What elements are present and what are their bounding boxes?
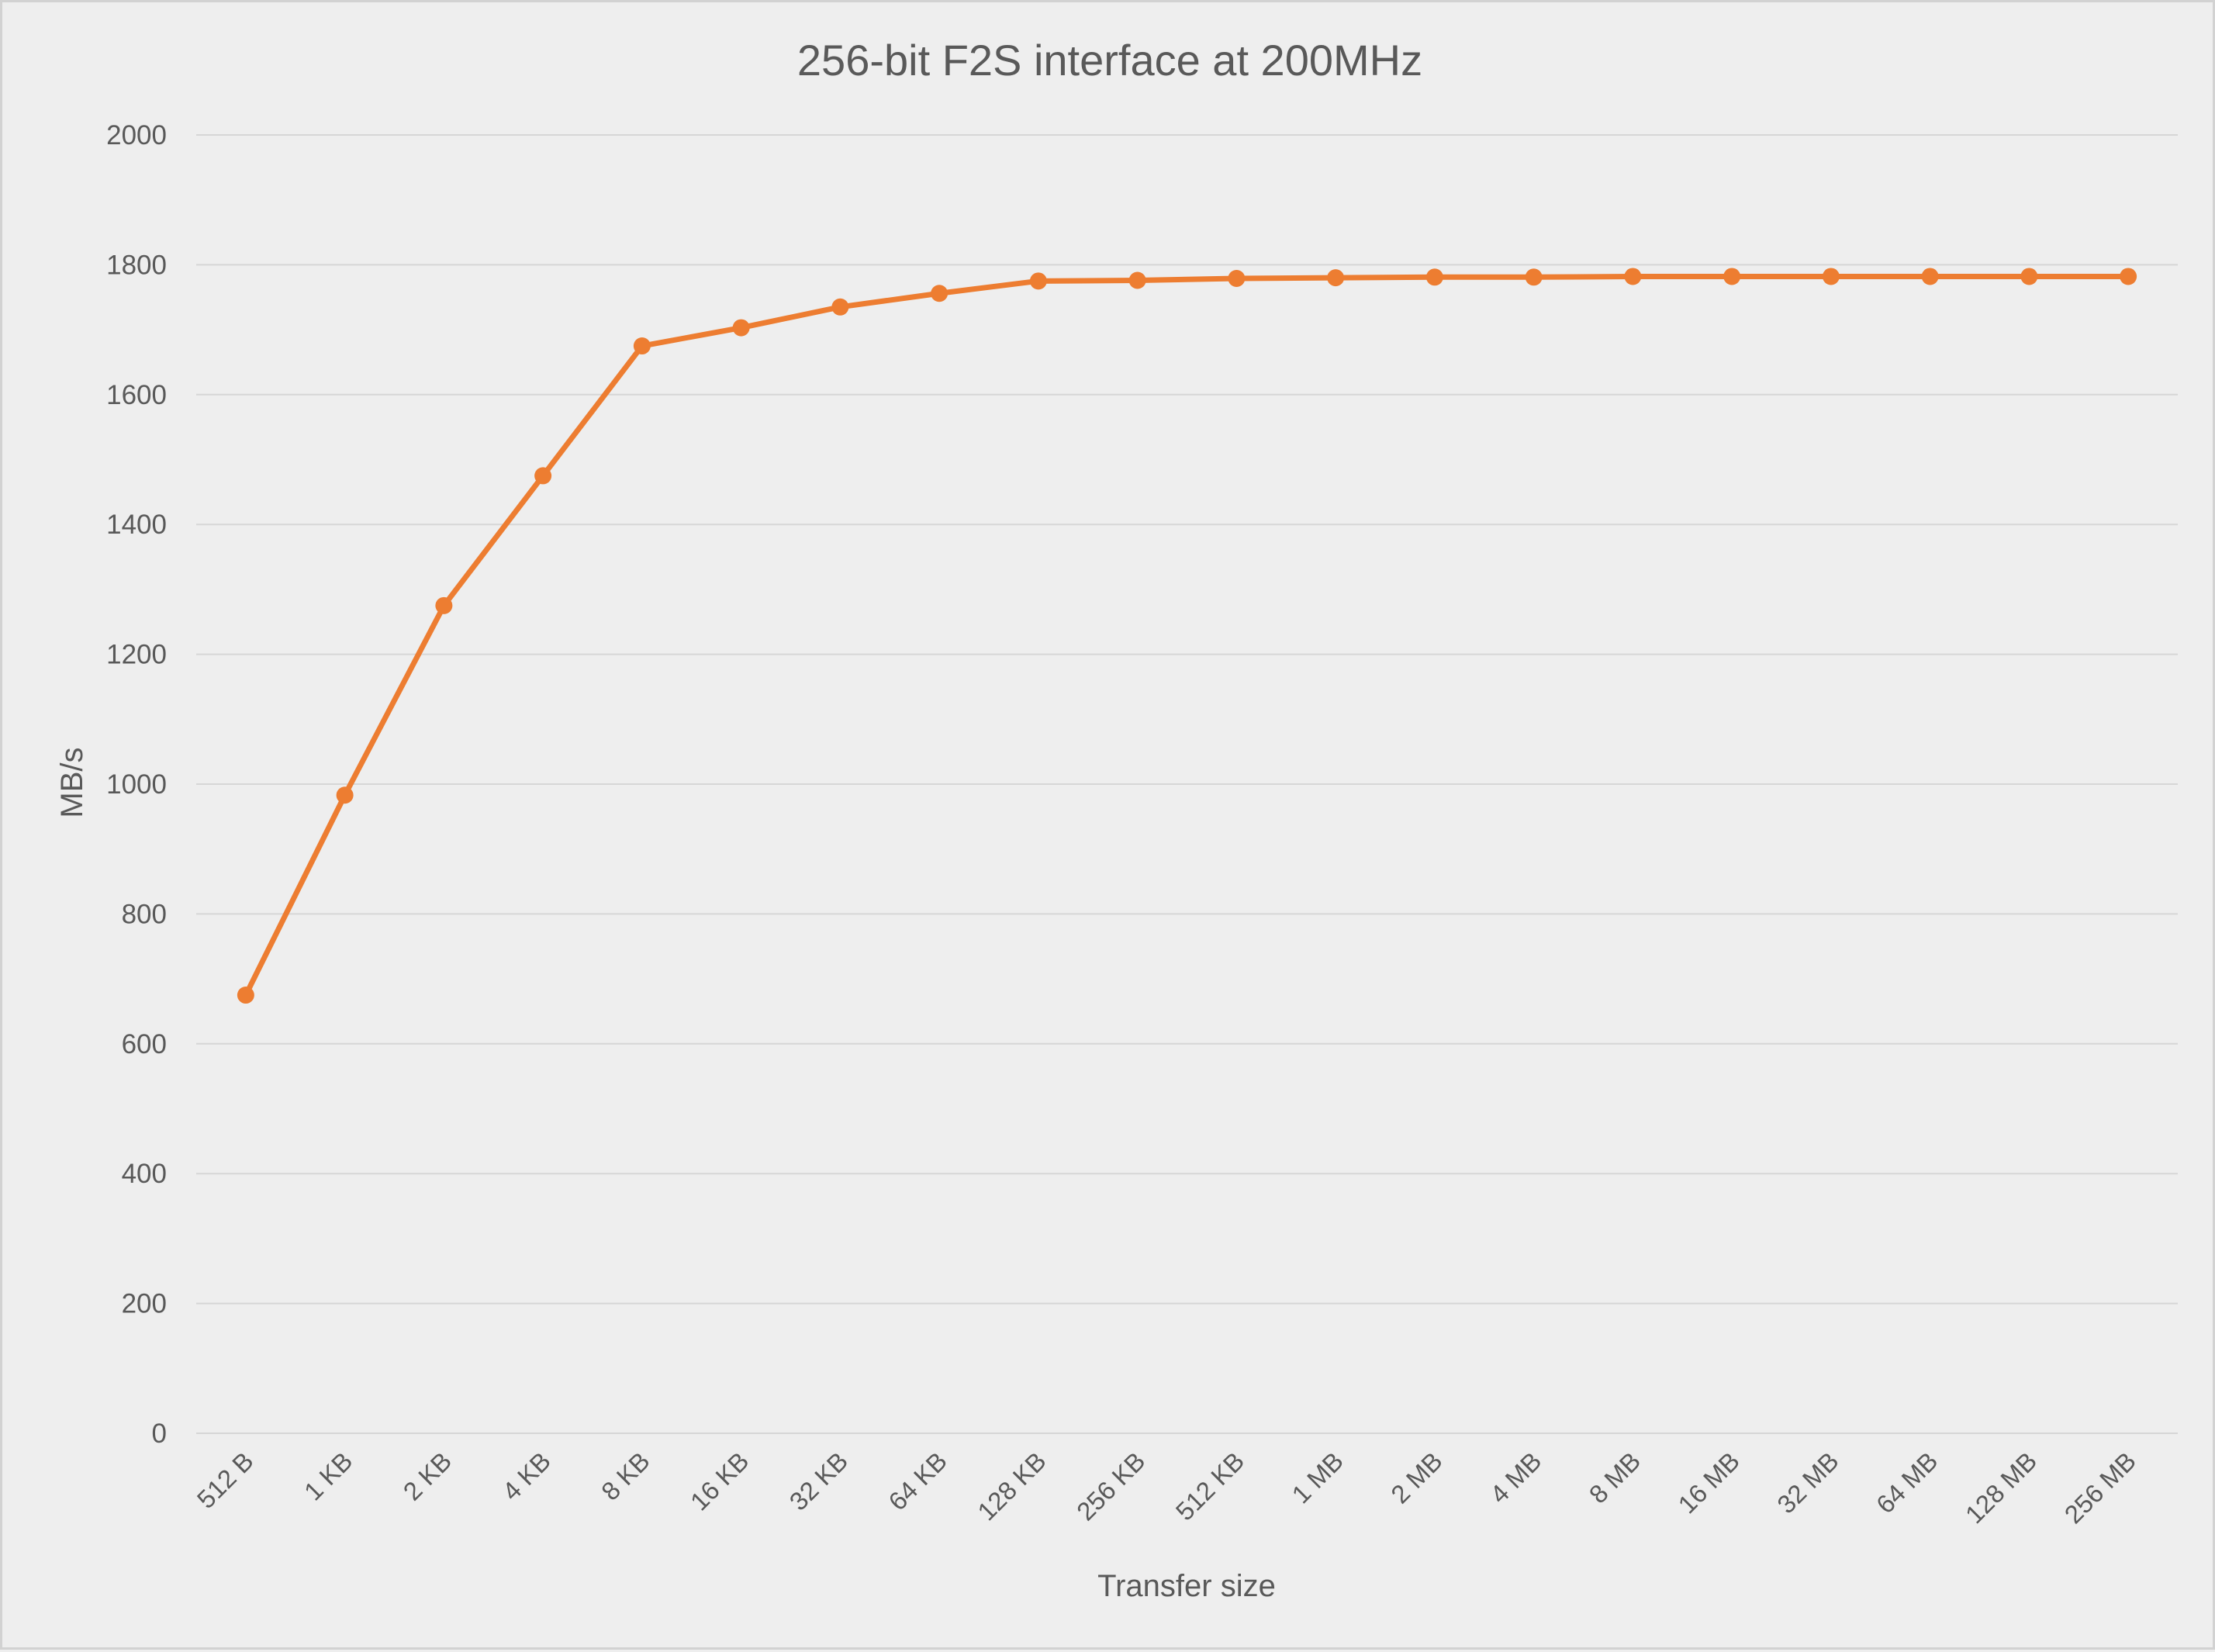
x-tick-label: 4 MB bbox=[1484, 1446, 1547, 1509]
data-point bbox=[1327, 269, 1345, 287]
y-tick-label: 200 bbox=[122, 1289, 167, 1319]
y-tick-label: 1800 bbox=[106, 250, 167, 280]
data-point bbox=[1425, 268, 1443, 286]
x-tick-label: 128 MB bbox=[1960, 1446, 2043, 1529]
y-tick-label: 2000 bbox=[106, 120, 167, 150]
data-point bbox=[1228, 269, 1246, 287]
y-tick-label: 1400 bbox=[106, 510, 167, 540]
y-tick-label: 400 bbox=[122, 1159, 167, 1189]
y-axis-ticks: 0 200 400 600 800 1000 1200 1400 1600 1800 2000 bbox=[106, 120, 167, 1449]
y-tick-label: 1200 bbox=[106, 640, 167, 670]
data-point bbox=[1128, 271, 1146, 289]
data-point bbox=[1921, 268, 1939, 285]
x-tick-label: 128 KB bbox=[972, 1446, 1052, 1526]
x-tick-label: 16 KB bbox=[685, 1446, 755, 1516]
data-point bbox=[1525, 268, 1543, 286]
x-tick-label: 64 MB bbox=[1871, 1446, 1944, 1519]
x-tick-label: 4 KB bbox=[496, 1446, 556, 1506]
data-point bbox=[732, 319, 750, 337]
data-point bbox=[931, 285, 949, 302]
x-axis-ticks: 512 B 1 KB 2 KB 4 KB 8 KB 16 KB 32 KB 64 KB 128 … bbox=[192, 1446, 2141, 1529]
x-tick-label: 32 KB bbox=[784, 1446, 854, 1516]
x-tick-label: 8 KB bbox=[596, 1446, 655, 1506]
data-point bbox=[534, 467, 552, 485]
data-point bbox=[2020, 268, 2038, 285]
x-tick-label: 1 MB bbox=[1286, 1446, 1349, 1509]
data-point bbox=[1723, 268, 1741, 285]
data-point bbox=[336, 786, 354, 804]
x-tick-label: 256 MB bbox=[2058, 1446, 2141, 1529]
x-tick-label: 2 MB bbox=[1385, 1446, 1448, 1509]
x-tick-label: 512 B bbox=[192, 1446, 259, 1514]
x-tick-label: 2 KB bbox=[398, 1446, 458, 1506]
x-tick-label: 1 KB bbox=[299, 1446, 358, 1506]
data-point bbox=[633, 337, 651, 355]
y-tick-label: 600 bbox=[122, 1029, 167, 1059]
data-point bbox=[2120, 268, 2137, 285]
data-point bbox=[1029, 272, 1047, 290]
y-tick-label: 0 bbox=[152, 1419, 167, 1449]
y-tick-label: 800 bbox=[122, 899, 167, 929]
y-axis-title: MB/s bbox=[55, 747, 89, 817]
x-tick-label: 32 MB bbox=[1771, 1446, 1844, 1519]
y-tick-label: 1000 bbox=[106, 769, 167, 800]
y-tick-label: 1600 bbox=[106, 380, 167, 410]
x-tick-label: 512 KB bbox=[1170, 1446, 1250, 1526]
chart-title: 256-bit F2S interface at 200MHz bbox=[797, 36, 1422, 85]
x-tick-label: 64 KB bbox=[883, 1446, 952, 1516]
data-point bbox=[1822, 268, 1840, 285]
x-tick-label: 8 MB bbox=[1584, 1446, 1647, 1509]
x-axis-title: Transfer size bbox=[1097, 1569, 1276, 1603]
data-point bbox=[831, 298, 849, 316]
data-point bbox=[1624, 268, 1642, 285]
series-line bbox=[243, 273, 2131, 998]
x-tick-label: 16 MB bbox=[1672, 1446, 1745, 1519]
data-point bbox=[237, 987, 254, 1004]
x-tick-label: 256 KB bbox=[1071, 1446, 1151, 1526]
gridlines bbox=[196, 134, 2178, 1434]
series-layer bbox=[237, 268, 2137, 1004]
data-point bbox=[435, 596, 453, 614]
